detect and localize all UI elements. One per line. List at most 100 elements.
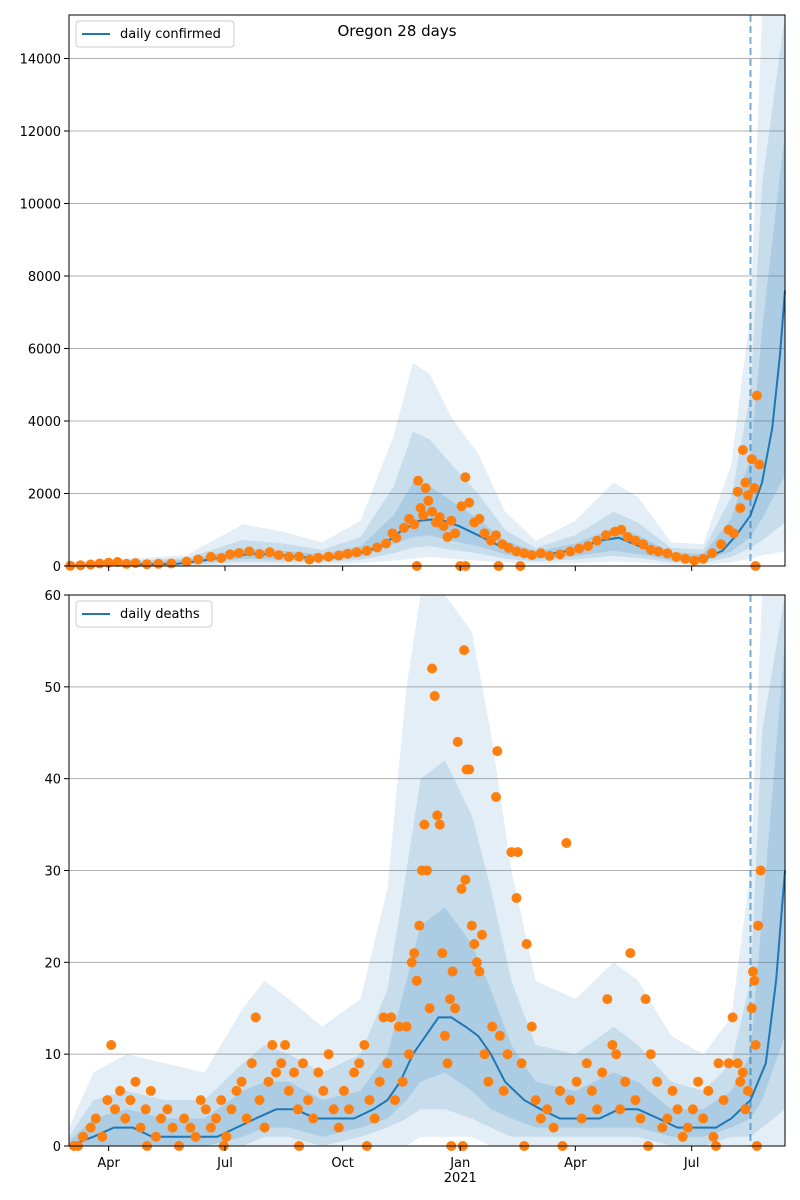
deaths-point-102 xyxy=(492,746,503,757)
deaths-series-line xyxy=(68,870,786,1147)
confirmed-point-9 xyxy=(153,558,164,569)
deaths-point-2 xyxy=(85,1122,96,1133)
confirmed-point-16 xyxy=(234,548,244,558)
deaths-point-111 xyxy=(526,1021,537,1032)
deaths-point-101 xyxy=(491,792,501,802)
deaths-point-147 xyxy=(713,1058,724,1069)
deaths-point-95 xyxy=(471,957,482,968)
confirmed-point-4 xyxy=(103,557,114,568)
deaths-point-84 xyxy=(445,994,455,1005)
confirmed-point-63 xyxy=(544,550,555,561)
confirmed-legend-box xyxy=(75,20,235,48)
deaths-point-157 xyxy=(748,966,758,977)
confirmed-ytick-label-6: 12000 xyxy=(20,125,61,140)
deaths-point-76 xyxy=(424,1003,435,1014)
deaths-point-33 xyxy=(246,1058,257,1069)
deaths-point-49 xyxy=(318,1085,329,1096)
confirmed-bands xyxy=(69,15,785,566)
confirmed-point-15 xyxy=(225,549,236,560)
deaths-point-7 xyxy=(110,1104,120,1115)
confirmed-point-13 xyxy=(205,551,216,562)
deaths-legend-label: daily deaths xyxy=(120,607,200,622)
deaths-point-121 xyxy=(581,1058,592,1069)
deaths-point-131 xyxy=(630,1095,641,1106)
deaths-point-15 xyxy=(150,1131,161,1142)
deaths-point-68 xyxy=(404,1049,415,1060)
deaths-point-137 xyxy=(662,1113,673,1124)
deaths-point-122 xyxy=(586,1085,597,1096)
confirmed-point-1 xyxy=(75,560,86,571)
confirmed-point-56 xyxy=(491,530,501,541)
confirmed-point-90 xyxy=(742,490,753,501)
confirmed-point-66 xyxy=(574,543,585,554)
confirmed-point-21 xyxy=(283,551,294,562)
deaths-point-1 xyxy=(78,1131,89,1142)
deaths-point-32 xyxy=(241,1113,252,1124)
deaths-point-112 xyxy=(530,1095,541,1106)
confirmed-axes-frame xyxy=(68,14,786,567)
deaths-point-51 xyxy=(328,1104,339,1115)
deaths-point-43 xyxy=(289,1067,299,1078)
deaths-point-37 xyxy=(263,1076,274,1087)
deaths-point-97 xyxy=(477,929,487,940)
deaths-point-124 xyxy=(597,1067,608,1078)
confirmed-ytick-label-4: 8000 xyxy=(28,270,61,285)
confirmed-point-19 xyxy=(264,547,275,558)
deaths-point-139 xyxy=(672,1104,683,1115)
deaths-point-132 xyxy=(635,1113,646,1124)
deaths-point-123 xyxy=(592,1104,603,1115)
deaths-point-156 xyxy=(746,1003,757,1014)
confirmed-point-46 xyxy=(442,532,453,542)
deaths-point-115 xyxy=(548,1122,559,1133)
confirmed-point-39 xyxy=(418,510,429,521)
deaths-point-42 xyxy=(283,1085,294,1096)
deaths-point-98 xyxy=(479,1049,490,1060)
deaths-point-28 xyxy=(221,1131,232,1142)
deaths-point-148 xyxy=(718,1095,729,1106)
deaths-point-63 xyxy=(386,1012,397,1023)
deaths-point-64 xyxy=(390,1095,400,1106)
confirmed-point-5 xyxy=(112,557,123,567)
deaths-point-79 xyxy=(432,810,443,821)
confirmed-point-37 xyxy=(413,475,424,486)
deaths-point-45 xyxy=(298,1058,308,1069)
confirmed-point-33 xyxy=(391,532,402,543)
deaths-point-129 xyxy=(620,1076,631,1087)
deaths-point-138 xyxy=(667,1085,678,1096)
xtick-label-4: Apr xyxy=(564,1156,587,1171)
deaths-point-71 xyxy=(411,975,422,986)
confirmed-point-69 xyxy=(601,530,611,541)
confirmed-point-48 xyxy=(450,528,461,539)
confirmed-axes: 0 2000 4000 6000 8000 10000 12000 14000 xyxy=(20,14,786,575)
confirmed-point-68 xyxy=(592,535,603,546)
deaths-point-59 xyxy=(369,1113,380,1124)
confirmed-point-62 xyxy=(535,548,546,559)
deaths-point-36 xyxy=(259,1122,270,1133)
deaths-point-27 xyxy=(216,1095,227,1106)
deaths-point-141 xyxy=(682,1122,693,1133)
confirmed-point-71 xyxy=(616,524,627,535)
confirmed-point-31 xyxy=(381,538,392,549)
xtick-label-3: Jan xyxy=(449,1156,470,1171)
deaths-point-86 xyxy=(450,1003,461,1014)
deaths-point-21 xyxy=(185,1122,196,1133)
xtick-label-0: Apr xyxy=(97,1156,120,1171)
confirmed-point-85 xyxy=(728,528,739,539)
deaths-ytick-label-1: 10 xyxy=(44,1048,61,1063)
deaths-point-152 xyxy=(735,1076,746,1087)
deaths-point-127 xyxy=(611,1049,622,1060)
confirmed-point-27 xyxy=(342,548,353,559)
confirmed-point-30 xyxy=(372,542,383,553)
deaths-legend-box xyxy=(75,600,213,628)
deaths-point-52 xyxy=(333,1122,344,1133)
confirmed-legend: daily confirmed xyxy=(75,20,235,48)
deaths-point-130 xyxy=(625,948,636,959)
confirmed-point-23 xyxy=(304,554,315,565)
deaths-point-154 xyxy=(740,1104,751,1115)
deaths-point-117 xyxy=(561,838,572,848)
deaths-point-94 xyxy=(469,939,480,949)
xtick-sublabel-3: 2021 xyxy=(444,1171,477,1186)
confirmed-point-47 xyxy=(446,515,457,526)
deaths-band-inner xyxy=(69,640,785,1146)
